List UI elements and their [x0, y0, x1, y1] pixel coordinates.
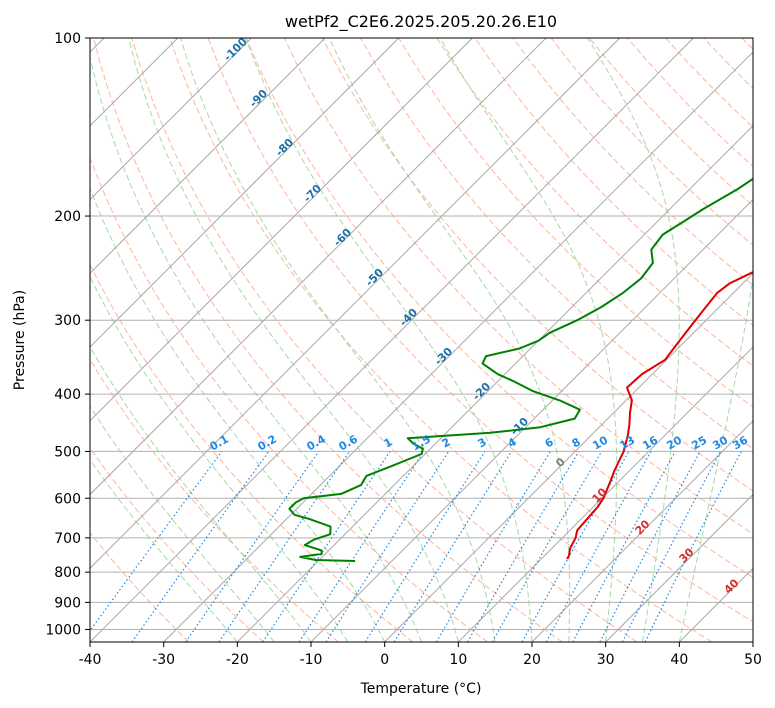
dry-adiabat	[90, 358, 339, 642]
x-tick-label: -10	[300, 652, 323, 668]
mixing-ratio-line	[644, 451, 742, 642]
x-tick-label: 20	[523, 652, 541, 668]
moist-adiabat	[678, 38, 753, 642]
dry-adiabat	[283, 38, 753, 535]
background-lines	[90, 38, 753, 642]
y-tick-label: 900	[54, 595, 81, 611]
mixing-ratio-line	[325, 451, 450, 642]
moist-adiabat	[90, 275, 349, 642]
y-axis: 100 200 300 400 500 600 700 800 900 1000	[45, 31, 90, 638]
y-tick-label: 800	[54, 565, 81, 581]
dry-adiabat	[93, 38, 563, 642]
isotherm-line	[163, 51, 753, 642]
y-tick-label: 300	[54, 313, 81, 329]
dry-adiabat	[474, 38, 753, 326]
y-axis-title: Pressure (hPa)	[12, 290, 28, 390]
mixing-ratio-line	[572, 451, 676, 642]
mixing-ratio-line	[131, 451, 270, 642]
moist-adiabat	[90, 458, 238, 642]
y-tick-label: 500	[54, 444, 81, 460]
mixing-ratio-line	[90, 451, 223, 632]
isotherm-line	[90, 38, 252, 201]
isotherm-line	[90, 38, 621, 569]
x-axis-title: Temperature (°C)	[360, 681, 482, 697]
y-tick-label: 200	[54, 209, 81, 225]
moist-adiabat	[439, 38, 618, 642]
y-tick-label: 100	[54, 31, 81, 47]
moist-adiabat	[587, 38, 680, 642]
x-tick-label: 30	[597, 652, 615, 668]
isotherm-line	[384, 272, 753, 642]
mixing-ratio-line	[262, 451, 391, 642]
dry-adiabat	[512, 38, 753, 286]
isotherm-line	[90, 38, 326, 275]
mixing-ratio-line	[298, 451, 425, 642]
moist-adiabat	[90, 345, 312, 642]
isotherm-line	[90, 38, 547, 496]
moist-adiabat	[90, 187, 386, 642]
isotherm-line	[90, 38, 400, 348]
plot-frame	[89, 37, 754, 643]
dry-adiabat	[90, 156, 488, 642]
moist-adiabat	[180, 38, 496, 642]
moist-adiabat	[328, 38, 571, 642]
mixing-ratio-line	[393, 451, 513, 642]
isotherm-line	[605, 493, 753, 642]
temperature-profile	[566, 271, 753, 560]
isotherm-line	[310, 198, 753, 642]
isotherm-line	[457, 346, 753, 642]
x-tick-label: 0	[380, 652, 389, 668]
mixing-ratio-line	[185, 451, 320, 642]
plot-area	[90, 38, 753, 642]
dry-adiabat	[207, 38, 753, 623]
mixing-ratio-line	[218, 451, 351, 642]
mixing-ratio-line	[545, 451, 652, 642]
x-tick-label: -40	[79, 652, 102, 668]
y-tick-label: 700	[54, 531, 81, 547]
dry-adiabat	[131, 38, 638, 642]
isotherm-line	[90, 38, 473, 422]
x-tick-label: 50	[744, 652, 762, 668]
chart-title: wetPf2_C2E6.2025.205.20.26.E10	[285, 12, 557, 32]
dry-adiabat	[245, 38, 753, 579]
sounding-series	[288, 177, 753, 562]
dry-adiabat	[398, 38, 753, 408]
dry-adiabat	[90, 531, 190, 642]
x-tick-label: -30	[152, 652, 175, 668]
y-tick-label: 400	[54, 387, 81, 403]
moist-adiabat	[245, 38, 533, 642]
isotherm-line	[531, 420, 753, 642]
dry-adiabat	[360, 38, 753, 450]
y-tick-label: 1000	[45, 622, 81, 638]
mixing-ratio-line	[621, 451, 722, 642]
x-tick-label: 10	[449, 652, 467, 668]
moist-adiabat	[90, 405, 275, 642]
x-tick-label: -20	[226, 652, 249, 668]
x-axis: -40 -30 -20 -10 0 10 20 30 40 50	[79, 642, 762, 668]
moist-adiabat	[128, 38, 459, 642]
isotherm-line	[90, 38, 694, 642]
y-tick-label: 600	[54, 491, 81, 507]
dry-adiabat	[90, 447, 264, 642]
moist-adiabat	[90, 54, 422, 642]
dewpoint-profile	[288, 177, 753, 562]
x-tick-label: 40	[670, 652, 688, 668]
isotherm-line	[752, 641, 753, 642]
dry-adiabat	[169, 38, 712, 642]
